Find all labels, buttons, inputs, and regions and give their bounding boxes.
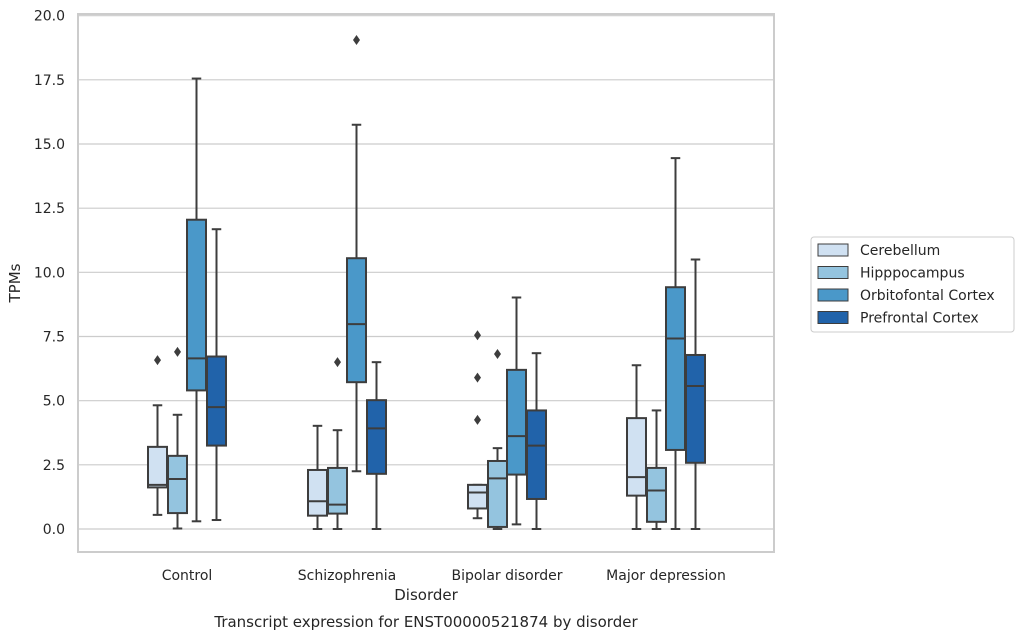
box-1-0 xyxy=(167,346,188,530)
box-body xyxy=(346,257,367,384)
box-3-0 xyxy=(206,228,227,522)
legend-swatch xyxy=(817,288,849,302)
legend-frame xyxy=(810,236,1015,333)
box-body xyxy=(327,466,348,515)
box-body xyxy=(167,454,188,515)
box-1-2 xyxy=(487,348,508,530)
y-tick-label: 7.5 xyxy=(43,330,65,346)
box-3-2 xyxy=(526,352,547,530)
legend: Cerebellum Hipppocampus Orbitofontal Corte… xyxy=(810,236,1015,333)
box-body xyxy=(526,409,547,500)
legend-label: Cerebellum xyxy=(860,243,940,259)
outlier-point xyxy=(474,330,481,341)
box-body xyxy=(206,355,227,447)
box-body xyxy=(685,353,706,464)
box-body xyxy=(626,417,647,497)
legend-label: Prefrontal Cortex xyxy=(860,311,979,327)
box-body xyxy=(186,218,207,392)
outlier-point xyxy=(174,346,181,357)
box-0-0 xyxy=(147,355,168,516)
x-tick-label: Schizophrenia xyxy=(298,568,396,584)
legend-swatch xyxy=(817,266,849,279)
legend-label: Orbitofontal Cortex xyxy=(860,288,995,304)
legend-swatch xyxy=(817,243,849,257)
outlier-point xyxy=(474,372,481,383)
box-0-3 xyxy=(626,364,647,530)
y-tick-label: 5.0 xyxy=(43,394,65,410)
box-3-1 xyxy=(366,361,387,530)
box-1-1 xyxy=(327,357,348,530)
outlier-point xyxy=(474,414,481,425)
y-tick-label: 20.0 xyxy=(34,9,65,25)
y-tick-label: 10.0 xyxy=(34,265,65,281)
y-tick-label: 12.5 xyxy=(34,201,65,217)
chart-caption: Transcript expression for ENST0000052187… xyxy=(213,613,638,631)
box-body xyxy=(487,459,508,528)
box-0-2 xyxy=(467,330,488,520)
outlier-point xyxy=(334,357,341,368)
legend-swatch xyxy=(817,311,849,324)
box-body xyxy=(646,466,667,523)
y-tick-label: 2.5 xyxy=(43,458,65,474)
box-1-3 xyxy=(646,409,667,530)
x-tick-label: Major depression xyxy=(606,568,726,584)
box-body xyxy=(366,399,387,475)
outlier-point xyxy=(154,355,161,366)
x-tick-label: Bipolar disorder xyxy=(451,568,562,584)
y-axis-label: TPMs xyxy=(6,263,24,303)
outlier-point xyxy=(494,348,501,359)
y-tick-label: 15.0 xyxy=(34,137,65,153)
box-body xyxy=(665,286,686,451)
y-tick-label: 0.0 xyxy=(43,522,65,538)
box-body xyxy=(506,368,527,476)
y-axis-ticks: 0.0 2.5 5.0 7.5 10.0 12.5 15.0 17.5 20.0 xyxy=(34,9,65,538)
legend-label: Hipppocampus xyxy=(860,266,965,282)
box-2-1 xyxy=(346,35,367,473)
box-body xyxy=(467,483,488,510)
y-tick-label: 17.5 xyxy=(34,73,65,89)
box-body xyxy=(307,468,328,517)
box-0-1 xyxy=(307,424,328,530)
box-body xyxy=(147,445,168,489)
x-tick-label: Control xyxy=(162,568,213,584)
x-axis-label: Disorder xyxy=(394,586,458,604)
outlier-point xyxy=(353,35,360,46)
box-3-3 xyxy=(685,258,706,530)
box-2-0 xyxy=(186,77,207,523)
x-axis-ticks: Control Schizophrenia Bipolar disorder Majo… xyxy=(162,568,726,584)
box-groups xyxy=(147,35,706,530)
